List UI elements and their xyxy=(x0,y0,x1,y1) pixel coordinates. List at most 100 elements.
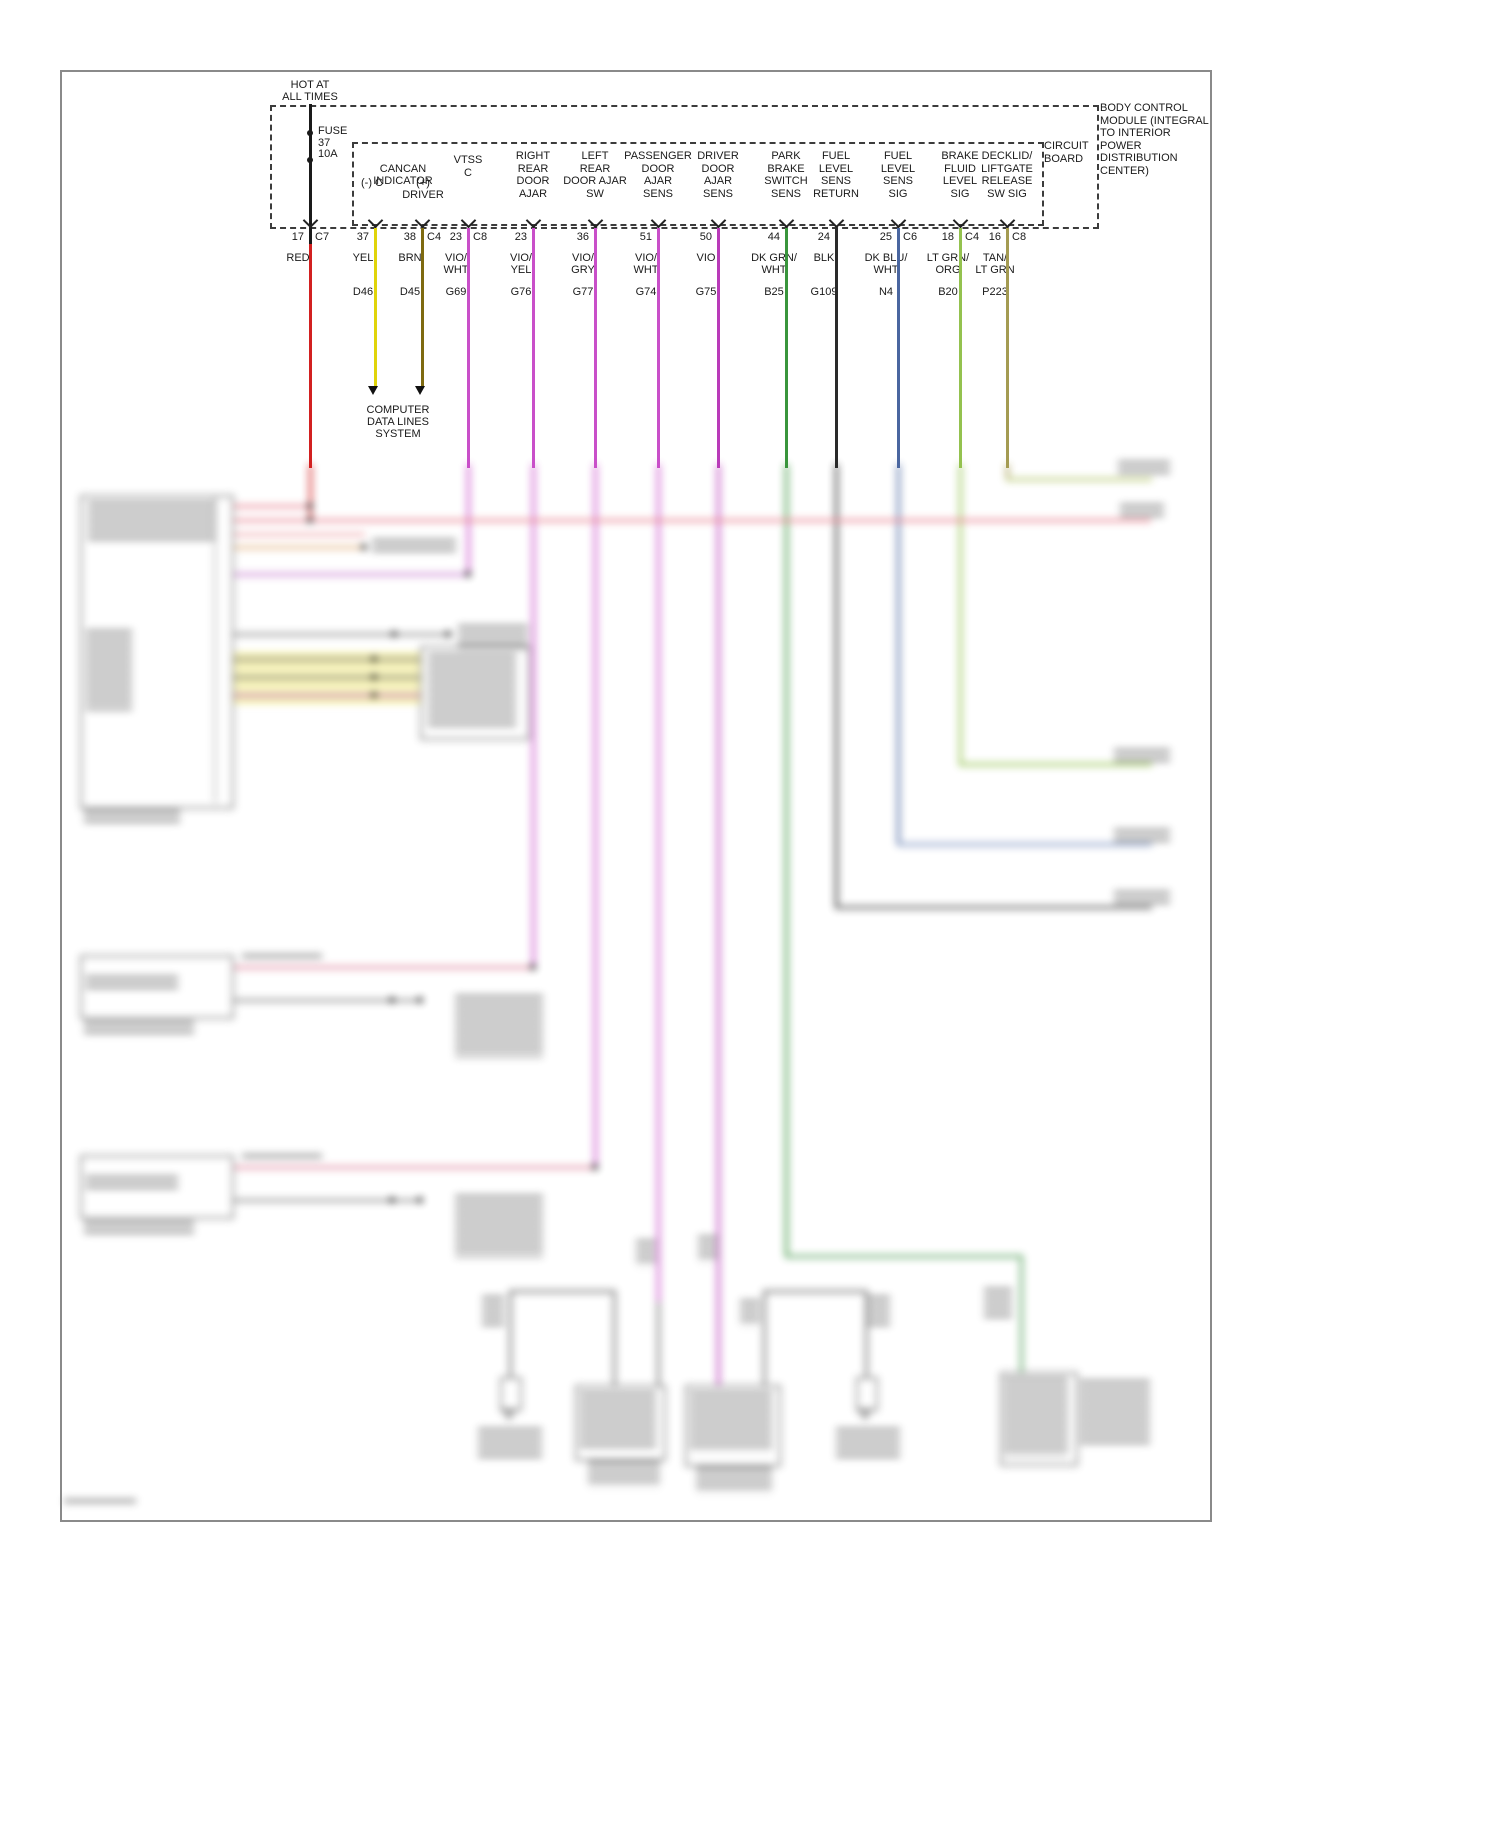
wire-color-label: VIO/ WHT xyxy=(443,252,469,276)
wire-color-label: TAN/ LT GRN xyxy=(975,252,1015,276)
blur-junction-dot xyxy=(592,1164,598,1170)
wire-color-label: YEL xyxy=(352,252,374,264)
blur-wire xyxy=(230,1199,420,1202)
pin-number: 18 xyxy=(941,231,954,243)
blur-text xyxy=(455,995,543,1057)
bcm-outer-dashed-box xyxy=(270,105,1099,229)
blur-text xyxy=(1114,891,1170,904)
fuse-supply-wire xyxy=(308,104,312,244)
blur-wire xyxy=(308,464,312,522)
wire-color-label: DK GRN/ WHT xyxy=(751,252,797,276)
blur-wire xyxy=(230,966,533,969)
blur-wire xyxy=(230,519,1151,522)
blur-wire xyxy=(230,676,420,679)
blur-text xyxy=(428,654,516,728)
connector-id: C8 xyxy=(1012,231,1027,243)
can-plus-label: (+) DRIVER xyxy=(402,177,444,201)
blur-text xyxy=(698,1236,718,1262)
wire-color-label: VIO xyxy=(696,252,716,264)
wire xyxy=(958,228,962,468)
circuit-function-label: LEFT REAR DOOR AJAR SW xyxy=(563,150,627,200)
wire xyxy=(531,228,535,468)
blur-text xyxy=(482,1296,504,1326)
circuit-function-label: PARK BRAKE SWITCH SENS xyxy=(764,150,808,200)
pin-number: 36 xyxy=(576,231,589,243)
pin-number: 16 xyxy=(988,231,1001,243)
blur-text xyxy=(1120,504,1164,517)
wire xyxy=(466,228,470,468)
blur-wire xyxy=(230,533,365,536)
blur-wire xyxy=(1019,1255,1023,1375)
blur-text xyxy=(84,810,180,823)
pin-number: 23 xyxy=(449,231,462,243)
wire-color-label: LT GRN/ ORG xyxy=(926,252,970,276)
blur-junction-dot xyxy=(371,674,377,680)
blur-junction-dot xyxy=(530,964,536,970)
blur-wire xyxy=(508,1290,512,1378)
circuit-function-label: RIGHT REAR DOOR AJAR xyxy=(515,150,551,200)
blur-junction-dot xyxy=(389,997,395,1003)
blur-text xyxy=(86,630,132,710)
blur-text xyxy=(690,1392,772,1452)
circuit-board-dashed-box xyxy=(352,142,1044,226)
blur-wire xyxy=(762,1290,867,1293)
blur-text xyxy=(1118,461,1170,478)
blur-wire xyxy=(784,1255,1022,1258)
circuit-board-label: CIRCUIT BOARD xyxy=(1044,140,1089,165)
blur-component-box xyxy=(500,1377,522,1411)
blur-text xyxy=(455,1195,543,1257)
connector-id: C4 xyxy=(427,231,442,243)
fuse-label: FUSE 37 10A xyxy=(318,125,348,160)
blur-text xyxy=(458,625,528,651)
connector-id: C7 xyxy=(315,231,330,243)
blur-wire xyxy=(958,763,1152,766)
circuit-number: B20 xyxy=(938,286,958,298)
pin-number: 51 xyxy=(639,231,652,243)
blur-wire xyxy=(762,1290,766,1387)
circuit-number: G69 xyxy=(445,286,467,298)
circuit-number: G109 xyxy=(810,286,838,298)
blur-text xyxy=(88,502,216,544)
wire-color-label: VIO/ WHT xyxy=(633,252,659,276)
blur-wire xyxy=(230,573,468,576)
bcm-title: BODY CONTROL MODULE (INTEGRAL TO INTERIO… xyxy=(1100,102,1209,177)
blur-text xyxy=(580,1392,656,1448)
blur-text xyxy=(588,1461,660,1487)
blur-text xyxy=(242,1154,322,1162)
fuse-terminal-dot xyxy=(307,130,313,136)
pin-number: 38 xyxy=(403,231,416,243)
blur-text xyxy=(242,954,322,962)
blur-junction-dot xyxy=(371,656,377,662)
blur-junction-dot xyxy=(391,631,397,637)
data-line-arrow-icon xyxy=(368,386,378,395)
circuit-function-label: VTSS C xyxy=(453,154,483,179)
blur-wire xyxy=(230,546,365,549)
wire xyxy=(308,244,312,468)
blur-text xyxy=(372,539,456,556)
blur-wire xyxy=(1005,478,1152,481)
wire-color-label: RED xyxy=(286,252,310,264)
circuit-number: D46 xyxy=(352,286,374,298)
blur-wire xyxy=(656,464,660,1304)
ground-symbol-icon xyxy=(857,1409,873,1422)
blur-wire xyxy=(593,464,597,1168)
circuit-function-label: DRIVER DOOR AJAR SENS xyxy=(697,150,739,200)
computer-data-lines-label: COMPUTER DATA LINES SYSTEM xyxy=(366,404,430,440)
blur-wire xyxy=(834,906,1152,909)
blur-junction-dot xyxy=(417,997,423,1003)
circuit-number: G76 xyxy=(510,286,532,298)
blur-text xyxy=(64,1499,136,1506)
wire-color-label: VIO/ YEL xyxy=(509,252,532,276)
wire xyxy=(1005,228,1009,468)
data-line-arrow-icon xyxy=(415,386,425,395)
ground-symbol-icon xyxy=(501,1409,517,1422)
wire xyxy=(593,228,597,468)
pin-number: 23 xyxy=(514,231,527,243)
blur-component-box xyxy=(856,1377,878,1411)
blur-text xyxy=(1004,1378,1068,1456)
blur-wire xyxy=(656,1302,660,1387)
blur-text xyxy=(86,1176,178,1193)
blur-wire xyxy=(896,464,900,846)
